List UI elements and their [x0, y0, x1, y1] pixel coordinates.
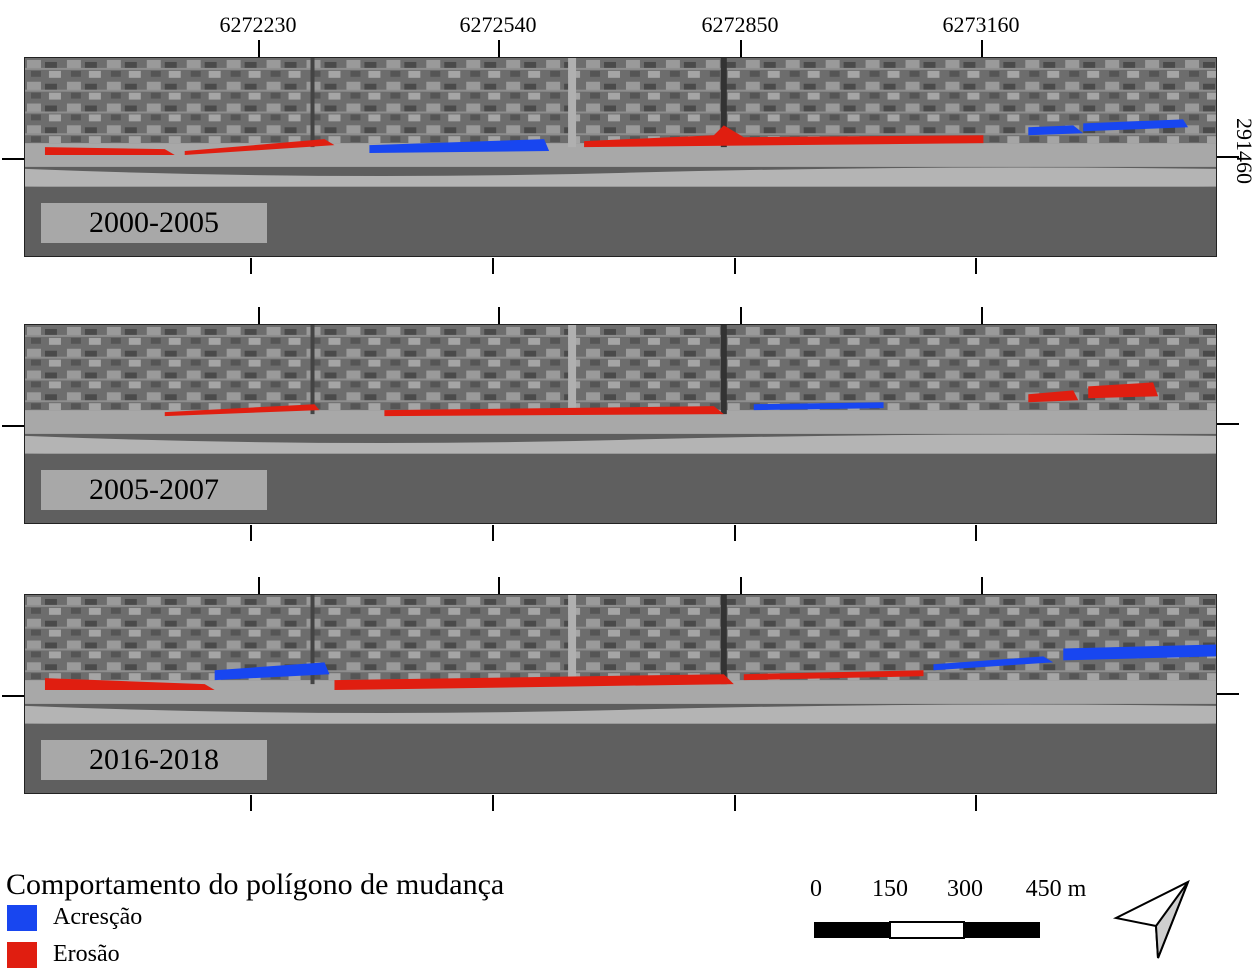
tick-bottom: [975, 525, 977, 541]
north-arrow-icon: [1112, 879, 1190, 959]
tick-top: [498, 40, 500, 57]
erosion-polygon: [1088, 382, 1159, 399]
tick-top: [740, 307, 742, 324]
accretion-polygon: [369, 139, 550, 154]
tick-top: [981, 577, 983, 594]
map-panel-2016-2018: 2016-2018: [24, 594, 1217, 794]
scale-label: 450 m: [1025, 876, 1087, 902]
tick-top: [740, 577, 742, 594]
tick-top: [981, 40, 983, 57]
map-panel-2005-2007: 2005-2007: [24, 324, 1217, 524]
erosion-polygon: [184, 139, 335, 156]
tick-right: [1217, 693, 1239, 695]
erosion-polygon: [164, 404, 320, 417]
tick-left: [2, 425, 24, 427]
scale-label: 0: [810, 876, 822, 902]
accretion-polygon: [753, 402, 884, 411]
scale-label: 300: [947, 876, 983, 902]
scale-label: 150: [872, 876, 908, 902]
map-panel-2000-2005: 2000-2005: [24, 57, 1217, 257]
tick-bottom: [975, 795, 977, 811]
accretion-polygon: [1083, 119, 1189, 132]
legend-swatch-red: [7, 942, 37, 968]
tick-top: [981, 307, 983, 324]
coord-label-x2: 6272540: [459, 12, 537, 37]
scale-bar: 0 150 300 450 m: [806, 876, 1106, 946]
period-label: 2016-2018: [41, 740, 267, 780]
erosion-polygon: [384, 406, 724, 417]
period-label: 2005-2007: [41, 470, 267, 510]
tick-top: [498, 307, 500, 324]
tick-bottom: [734, 525, 736, 541]
legend-label: Acresção: [53, 904, 143, 930]
tick-left: [2, 158, 24, 160]
tick-bottom: [492, 258, 494, 274]
tick-bottom: [734, 795, 736, 811]
accretion-polygon: [933, 656, 1054, 671]
tick-left: [2, 695, 24, 697]
scale-bar-graphic: [814, 921, 1040, 939]
coord-label-x3: 6272850: [701, 12, 779, 37]
aerial-image: [25, 595, 1216, 793]
legend-label: Erosão: [53, 941, 120, 967]
accretion-polygon: [1028, 125, 1084, 136]
tick-top: [498, 577, 500, 594]
tick-bottom: [250, 525, 252, 541]
erosion-polygon: [334, 674, 734, 691]
erosion-polygon: [743, 670, 924, 681]
tick-bottom: [734, 258, 736, 274]
erosion-polygon: [44, 678, 215, 691]
coord-label-x1: 6272230: [219, 12, 297, 37]
erosion-polygon: [1028, 390, 1079, 403]
tick-top: [740, 40, 742, 57]
legend-title: Comportamento do polígono de mudança: [6, 868, 505, 901]
tick-right: [1217, 156, 1239, 158]
tick-bottom: [975, 258, 977, 274]
accretion-polygon: [1063, 644, 1216, 661]
tick-top: [258, 307, 260, 324]
tick-top: [258, 577, 260, 594]
period-label: 2000-2005: [41, 203, 267, 243]
coord-label-x4: 6273160: [942, 12, 1020, 37]
tick-bottom: [250, 795, 252, 811]
tick-bottom: [492, 525, 494, 541]
tick-bottom: [492, 795, 494, 811]
accretion-polygon: [214, 662, 330, 681]
tick-right: [1217, 423, 1239, 425]
erosion-polygon: [44, 147, 175, 156]
tick-top: [258, 40, 260, 57]
tick-bottom: [250, 258, 252, 274]
erosion-polygon: [584, 125, 984, 148]
legend-swatch-blue: [7, 905, 37, 931]
coord-label-y: 291460: [1232, 118, 1257, 184]
